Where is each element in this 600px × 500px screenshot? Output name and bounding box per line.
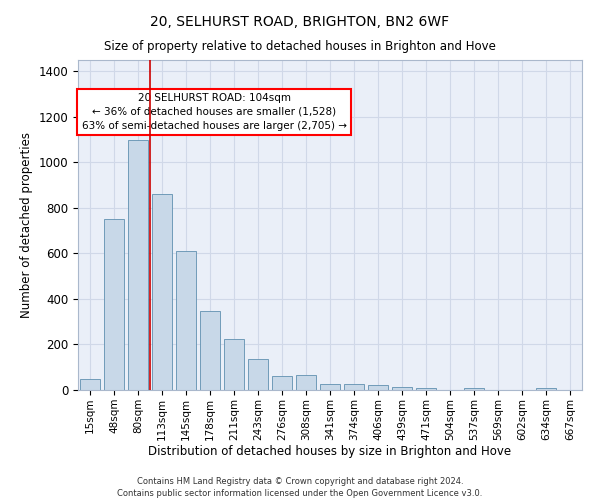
Bar <box>368 386 388 390</box>
Bar <box>416 388 436 390</box>
Bar <box>128 140 148 390</box>
Bar <box>176 251 196 390</box>
X-axis label: Distribution of detached houses by size in Brighton and Hove: Distribution of detached houses by size … <box>148 446 512 458</box>
Bar <box>224 339 244 390</box>
Y-axis label: Number of detached properties: Number of detached properties <box>20 132 33 318</box>
Text: Contains HM Land Registry data © Crown copyright and database right 2024.
Contai: Contains HM Land Registry data © Crown c… <box>118 476 482 498</box>
Bar <box>80 378 100 390</box>
Bar <box>296 375 316 390</box>
Text: Size of property relative to detached houses in Brighton and Hove: Size of property relative to detached ho… <box>104 40 496 53</box>
Bar <box>200 312 220 390</box>
Bar <box>248 360 268 390</box>
Text: 20, SELHURST ROAD, BRIGHTON, BN2 6WF: 20, SELHURST ROAD, BRIGHTON, BN2 6WF <box>151 15 449 29</box>
Bar <box>152 194 172 390</box>
Text: 20 SELHURST ROAD: 104sqm
← 36% of detached houses are smaller (1,528)
63% of sem: 20 SELHURST ROAD: 104sqm ← 36% of detach… <box>82 93 347 131</box>
Bar <box>536 388 556 390</box>
Bar <box>272 376 292 390</box>
Bar <box>320 384 340 390</box>
Bar <box>464 388 484 390</box>
Bar <box>392 386 412 390</box>
Bar <box>104 220 124 390</box>
Bar <box>344 384 364 390</box>
